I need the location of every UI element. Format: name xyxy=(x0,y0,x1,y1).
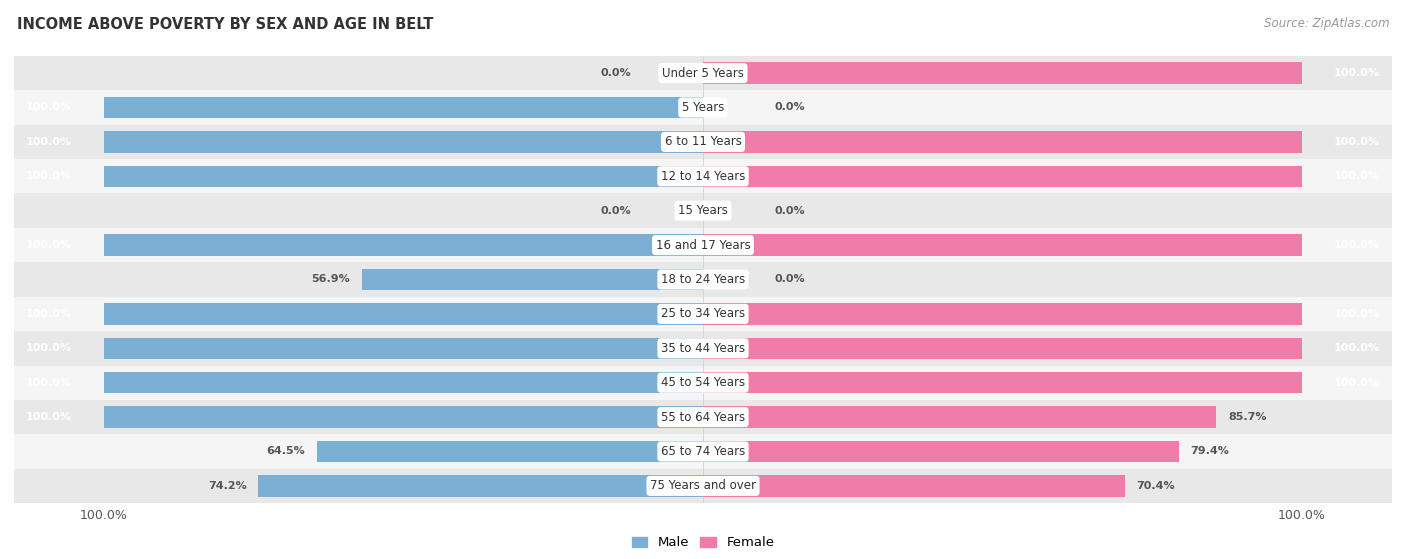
Text: 0.0%: 0.0% xyxy=(775,102,806,112)
Text: 100.0%: 100.0% xyxy=(27,309,72,319)
Text: 100.0%: 100.0% xyxy=(1334,171,1379,181)
Text: 6 to 11 Years: 6 to 11 Years xyxy=(665,135,741,148)
Text: 100.0%: 100.0% xyxy=(27,343,72,353)
Text: 74.2%: 74.2% xyxy=(208,481,246,491)
Bar xyxy=(104,406,703,428)
Text: 0.0%: 0.0% xyxy=(775,274,806,285)
Bar xyxy=(703,441,1178,462)
Text: 100.0%: 100.0% xyxy=(27,240,72,250)
Bar xyxy=(316,441,703,462)
Bar xyxy=(104,372,703,394)
Bar xyxy=(14,262,1392,297)
Bar xyxy=(703,338,1302,359)
Bar xyxy=(14,434,1392,468)
Text: 65 to 74 Years: 65 to 74 Years xyxy=(661,445,745,458)
Text: 100.0%: 100.0% xyxy=(27,171,72,181)
Bar xyxy=(703,63,1302,84)
Bar xyxy=(259,475,703,496)
Bar xyxy=(14,125,1392,159)
Bar xyxy=(14,468,1392,503)
Text: 100.0%: 100.0% xyxy=(1334,343,1379,353)
Bar xyxy=(14,366,1392,400)
Text: 25 to 34 Years: 25 to 34 Years xyxy=(661,307,745,320)
Bar xyxy=(14,56,1392,91)
Bar xyxy=(703,303,1302,325)
Bar xyxy=(14,331,1392,366)
Text: 70.4%: 70.4% xyxy=(1136,481,1175,491)
Bar xyxy=(14,297,1392,331)
Text: INCOME ABOVE POVERTY BY SEX AND AGE IN BELT: INCOME ABOVE POVERTY BY SEX AND AGE IN B… xyxy=(17,17,433,32)
Text: 56.9%: 56.9% xyxy=(311,274,350,285)
Bar xyxy=(14,228,1392,262)
Bar xyxy=(104,338,703,359)
Text: 0.0%: 0.0% xyxy=(600,68,631,78)
Text: 55 to 64 Years: 55 to 64 Years xyxy=(661,411,745,424)
Legend: Male, Female: Male, Female xyxy=(626,531,780,555)
Text: Under 5 Years: Under 5 Years xyxy=(662,67,744,79)
Text: 64.5%: 64.5% xyxy=(266,447,305,457)
Text: 100.0%: 100.0% xyxy=(27,137,72,147)
Text: 79.4%: 79.4% xyxy=(1191,447,1229,457)
Bar xyxy=(14,400,1392,434)
Bar xyxy=(104,234,703,256)
Text: 5 Years: 5 Years xyxy=(682,101,724,114)
Text: 35 to 44 Years: 35 to 44 Years xyxy=(661,342,745,355)
Text: 100.0%: 100.0% xyxy=(1334,309,1379,319)
Text: 100.0%: 100.0% xyxy=(27,102,72,112)
Text: 100.0%: 100.0% xyxy=(27,412,72,422)
Text: 12 to 14 Years: 12 to 14 Years xyxy=(661,170,745,183)
Text: 100.0%: 100.0% xyxy=(1334,68,1379,78)
Bar xyxy=(703,475,1125,496)
Text: 100.0%: 100.0% xyxy=(1334,240,1379,250)
Bar xyxy=(703,406,1216,428)
Bar xyxy=(703,372,1302,394)
Text: 100.0%: 100.0% xyxy=(27,378,72,388)
Bar xyxy=(703,234,1302,256)
Text: 15 Years: 15 Years xyxy=(678,204,728,217)
Text: 45 to 54 Years: 45 to 54 Years xyxy=(661,376,745,389)
Bar xyxy=(104,97,703,118)
Bar xyxy=(104,131,703,153)
Bar xyxy=(104,303,703,325)
Text: Source: ZipAtlas.com: Source: ZipAtlas.com xyxy=(1264,17,1389,30)
Bar xyxy=(363,269,703,290)
Bar xyxy=(104,165,703,187)
Bar xyxy=(14,91,1392,125)
Text: 100.0%: 100.0% xyxy=(1334,378,1379,388)
Text: 18 to 24 Years: 18 to 24 Years xyxy=(661,273,745,286)
Bar xyxy=(14,159,1392,193)
Text: 75 Years and over: 75 Years and over xyxy=(650,480,756,492)
Bar xyxy=(703,165,1302,187)
Bar xyxy=(703,131,1302,153)
Text: 16 and 17 Years: 16 and 17 Years xyxy=(655,239,751,252)
Text: 0.0%: 0.0% xyxy=(775,206,806,216)
Text: 100.0%: 100.0% xyxy=(1334,137,1379,147)
Bar xyxy=(14,193,1392,228)
Text: 0.0%: 0.0% xyxy=(600,206,631,216)
Text: 85.7%: 85.7% xyxy=(1229,412,1267,422)
